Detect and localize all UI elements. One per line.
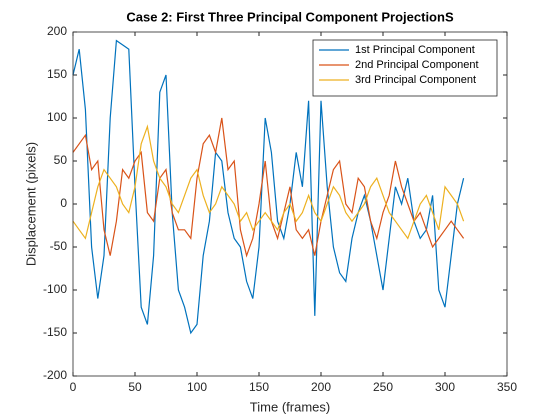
y-tick-label: 100 — [47, 110, 67, 124]
x-tick-label: 0 — [70, 380, 77, 394]
y-axis-label: Displacement (pixels) — [23, 142, 38, 266]
x-tick-label: 300 — [435, 380, 455, 394]
x-tick-label: 150 — [249, 380, 269, 394]
x-tick-label: 350 — [497, 380, 517, 394]
y-tick-label: 150 — [47, 67, 67, 81]
y-tick-label: 200 — [47, 24, 67, 38]
legend-label: 1st Principal Component — [355, 44, 475, 56]
series-line — [72, 39, 465, 335]
y-tick-label: -200 — [43, 368, 67, 382]
y-tick-label: -150 — [43, 325, 67, 339]
legend-box — [312, 39, 498, 97]
series-line — [72, 117, 465, 258]
y-tick-label: 0 — [60, 196, 67, 210]
chart-title: Case 2: First Three Principal Component … — [126, 9, 454, 24]
x-axis-label: Time (frames) — [250, 399, 330, 414]
x-tick-label: 200 — [311, 380, 331, 394]
x-tick-label: 100 — [187, 380, 207, 394]
legend-label: 2nd Principal Component — [355, 59, 479, 71]
axes-box — [72, 31, 508, 377]
y-tick-label: 50 — [54, 153, 68, 167]
y-tick-label: -100 — [43, 282, 67, 296]
y-tick-label: -50 — [50, 239, 68, 253]
x-tick-label: 50 — [128, 380, 142, 394]
legend-label: 3rd Principal Component — [355, 74, 476, 86]
x-tick-label: 250 — [373, 380, 393, 394]
series-line — [72, 124, 465, 240]
